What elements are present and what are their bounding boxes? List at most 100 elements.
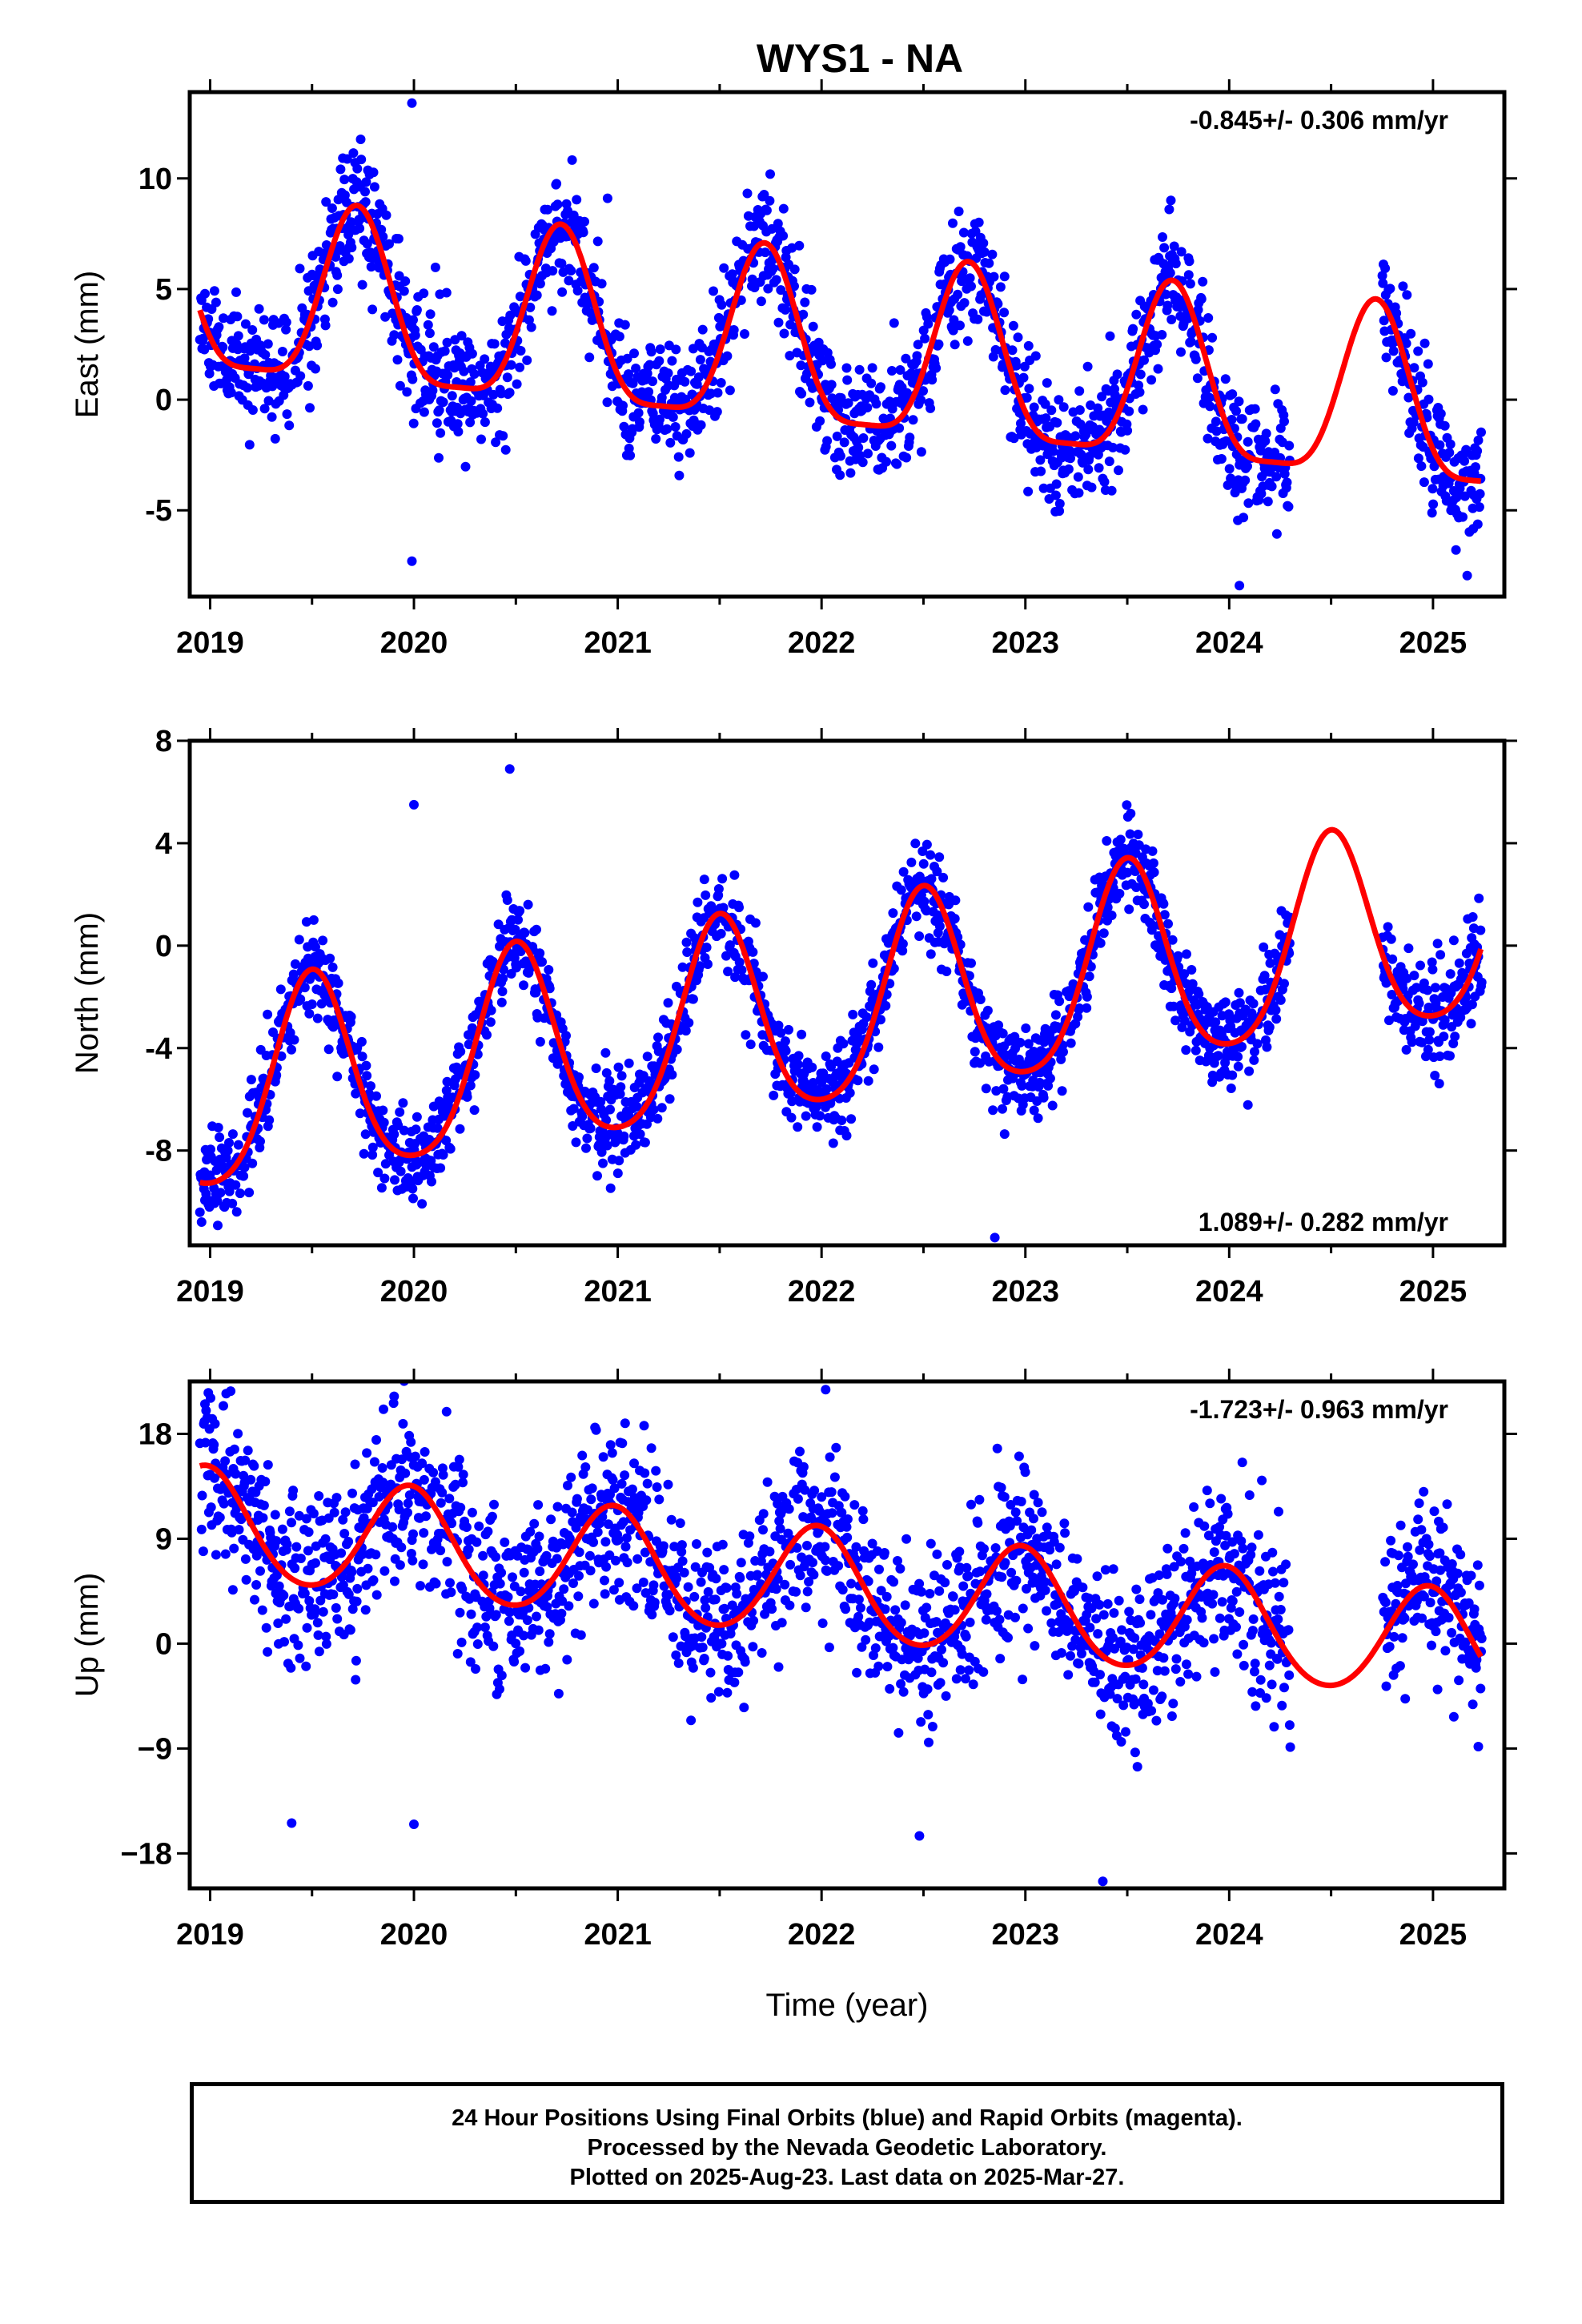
east-point <box>1083 464 1094 475</box>
east-point <box>584 352 595 363</box>
east-point <box>566 266 576 275</box>
east-point <box>1048 446 1058 456</box>
up-point <box>328 1590 339 1599</box>
east-point <box>1231 406 1241 416</box>
up-point <box>544 1629 555 1639</box>
up-point <box>438 1470 448 1480</box>
up-point <box>857 1506 868 1516</box>
up-point <box>795 1446 805 1457</box>
up-point <box>471 1664 480 1674</box>
north-point <box>206 1144 215 1155</box>
north-point <box>624 1058 634 1068</box>
up-point <box>436 1546 446 1556</box>
north-point <box>1045 1073 1055 1084</box>
north-point <box>196 1217 207 1227</box>
up-point <box>895 1563 905 1574</box>
east-point <box>346 217 356 227</box>
north-point <box>390 1175 400 1185</box>
east-point <box>1052 417 1062 428</box>
north-points <box>195 764 1487 1243</box>
north-point <box>812 1122 822 1132</box>
up-point <box>639 1421 649 1431</box>
east-point <box>267 412 277 422</box>
up-point <box>215 1512 225 1522</box>
north-point <box>999 1129 1010 1140</box>
north-point <box>821 1084 832 1094</box>
east-point <box>945 254 955 264</box>
east-point <box>240 319 251 329</box>
east-point <box>673 452 684 462</box>
north-point <box>1252 1039 1263 1049</box>
east-point <box>321 197 331 207</box>
north-point <box>351 1088 361 1099</box>
up-point <box>584 1550 595 1561</box>
east-point <box>232 312 243 322</box>
east-point <box>712 407 722 417</box>
east-point <box>719 263 729 273</box>
up-point <box>379 1566 390 1576</box>
east-point <box>1041 413 1051 424</box>
up-point <box>901 1534 912 1544</box>
north-point <box>1030 1051 1040 1061</box>
east-point <box>369 182 379 192</box>
east-point <box>796 360 806 371</box>
north-point <box>1211 1017 1221 1027</box>
up-point <box>229 1543 239 1554</box>
north-point <box>734 957 745 967</box>
east-point <box>393 234 404 244</box>
east-point <box>1203 313 1214 323</box>
east-point <box>1403 392 1414 403</box>
east-point <box>999 308 1010 318</box>
north-point <box>502 895 512 905</box>
north-point <box>1169 1001 1178 1011</box>
up-point <box>757 1648 767 1658</box>
north-point <box>613 1062 624 1072</box>
up-point <box>556 1608 567 1618</box>
north-point <box>389 1129 400 1140</box>
north-point <box>672 1044 682 1055</box>
north-point <box>379 1117 389 1128</box>
north-point <box>1139 899 1149 910</box>
north-point <box>863 1076 873 1086</box>
up-point <box>719 1565 729 1575</box>
north-point <box>1167 935 1178 945</box>
up-point <box>585 1566 596 1576</box>
east-point <box>395 380 405 391</box>
east-point <box>674 470 685 480</box>
east-point <box>656 392 667 403</box>
north-point <box>848 1009 858 1019</box>
east-point <box>1451 545 1461 555</box>
north-point <box>244 1188 255 1198</box>
east-point <box>408 418 419 428</box>
north-point <box>1271 1014 1282 1024</box>
up-point <box>504 1616 514 1626</box>
up-point <box>893 1727 904 1738</box>
east-point <box>1227 389 1238 400</box>
up-point <box>347 1488 357 1498</box>
north-point <box>1114 888 1125 899</box>
east-point <box>1207 332 1218 343</box>
up-point <box>576 1630 586 1640</box>
up-point <box>240 1554 251 1564</box>
north-point <box>1054 996 1065 1007</box>
up-point <box>503 1592 513 1602</box>
east-point <box>1165 267 1175 278</box>
north-point <box>1220 997 1231 1007</box>
north-point <box>656 1103 667 1113</box>
east-point <box>491 437 501 448</box>
east-point <box>520 255 531 266</box>
north-point <box>982 1005 993 1015</box>
east-point <box>1176 247 1186 257</box>
north-point <box>1146 925 1157 935</box>
up-point <box>846 1578 857 1589</box>
up-point <box>562 1655 572 1665</box>
north-point <box>1414 999 1424 1008</box>
east-point <box>1124 406 1134 416</box>
north-point <box>881 1000 891 1011</box>
north-point <box>991 1086 1002 1096</box>
up-point <box>478 1550 488 1561</box>
east-point <box>465 417 476 428</box>
up-point <box>673 1658 684 1668</box>
north-y-axis-label: North (mm) <box>70 912 105 1074</box>
